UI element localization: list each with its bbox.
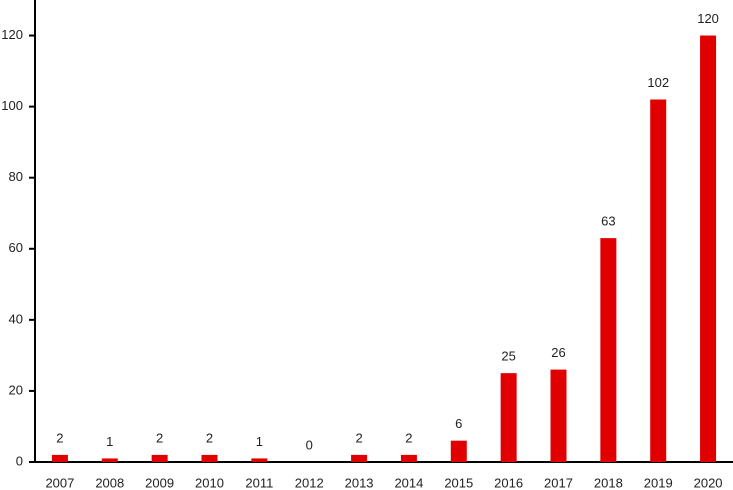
x-tick-label: 2019 [644, 475, 673, 490]
bar [600, 238, 617, 462]
x-tick-label: 2013 [345, 475, 374, 490]
bar [251, 458, 268, 462]
y-tick-label: 80 [9, 169, 23, 184]
bar [101, 458, 118, 462]
y-tick-label: 100 [1, 98, 23, 113]
bar [400, 454, 417, 462]
bar [51, 454, 68, 462]
y-tick-label: 60 [9, 240, 23, 255]
data-label: 26 [551, 345, 565, 360]
data-label: 102 [647, 75, 669, 90]
x-tick-label: 2007 [45, 475, 74, 490]
data-label: 25 [501, 349, 515, 364]
bar [650, 99, 667, 462]
bar [700, 35, 717, 463]
x-tick-label: 2011 [245, 475, 273, 490]
y-tick-label: 40 [9, 311, 23, 326]
bar [351, 454, 368, 462]
y-tick-label: 20 [9, 382, 23, 397]
data-label: 1 [106, 434, 113, 449]
bar [450, 440, 467, 462]
data-label: 0 [306, 437, 313, 452]
data-label: 63 [601, 214, 615, 229]
bar [151, 454, 168, 462]
x-tick-label: 2014 [394, 475, 423, 490]
data-label: 120 [697, 11, 719, 26]
data-label: 2 [405, 430, 412, 445]
data-label: 1 [256, 434, 263, 449]
data-label: 2 [355, 430, 362, 445]
bar [550, 369, 567, 462]
bar [500, 373, 517, 462]
bar [201, 454, 218, 462]
x-tick-label: 2008 [95, 475, 124, 490]
data-label: 2 [206, 430, 213, 445]
data-label: 2 [56, 430, 63, 445]
data-label: 2 [156, 430, 163, 445]
x-tick-label: 2020 [694, 475, 723, 490]
x-tick-label: 2009 [145, 475, 174, 490]
x-tick-label: 2016 [494, 475, 523, 490]
x-tick-label: 2017 [544, 475, 573, 490]
y-tick-label: 120 [1, 27, 23, 42]
x-tick-label: 2018 [594, 475, 623, 490]
x-tick-label: 2012 [295, 475, 324, 490]
x-tick-label: 2015 [444, 475, 473, 490]
y-tick-label: 0 [16, 453, 23, 468]
data-label: 6 [455, 416, 462, 431]
x-tick-label: 2010 [195, 475, 224, 490]
